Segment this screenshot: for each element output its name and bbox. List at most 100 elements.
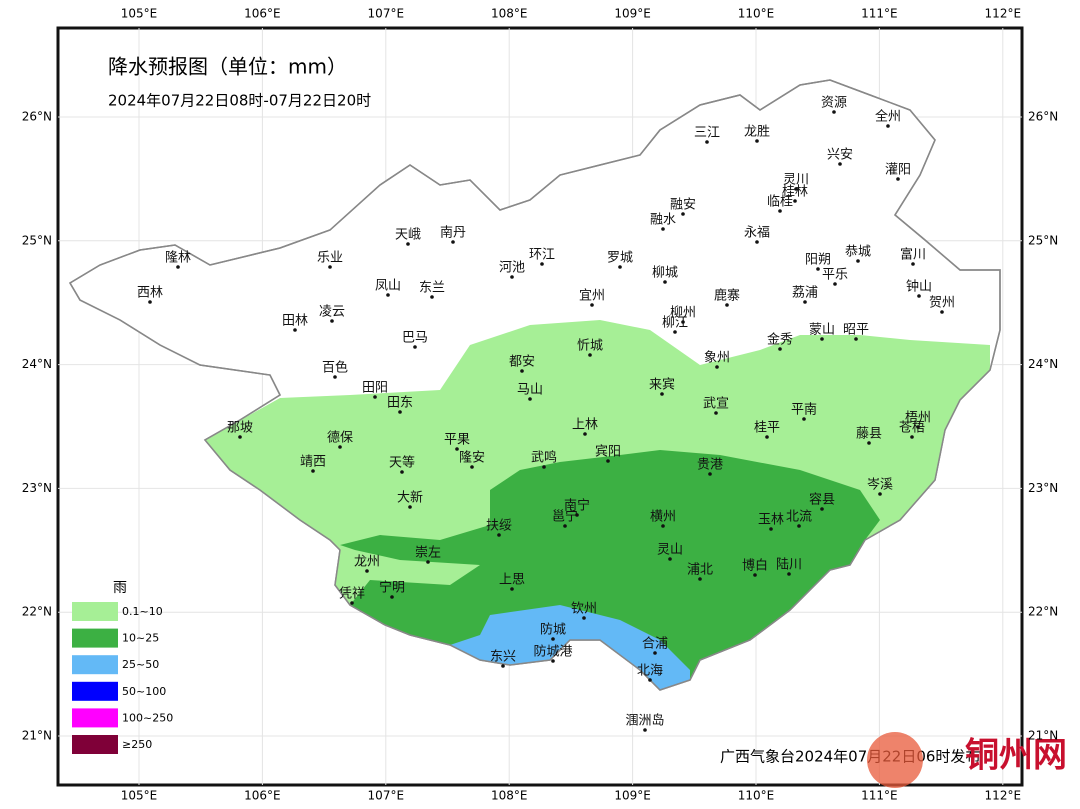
- city-dot: [755, 139, 759, 143]
- city-label: 平南: [791, 402, 817, 418]
- city-dot: [910, 435, 914, 439]
- city-dot: [338, 445, 342, 449]
- city-dot: [673, 330, 677, 334]
- city-label: 凭祥: [339, 587, 365, 602]
- city-dot: [510, 275, 514, 279]
- legend-label: 25~50: [122, 658, 159, 671]
- city-dot: [618, 265, 622, 269]
- city-dot: [916, 425, 920, 429]
- city-dot: [778, 209, 782, 213]
- city-label: 防城: [540, 622, 566, 638]
- legend-swatch: [72, 681, 118, 701]
- legend: 雨 0.1~10 10~25 25~50 50~100 100~250 ≥250: [72, 580, 173, 754]
- city-dot: [328, 265, 332, 269]
- latitude-label-left: 26°N: [22, 110, 52, 124]
- footer: 广西气象台2024年07月22日06时发布: [720, 748, 980, 766]
- city-label: 融安: [670, 198, 696, 213]
- city-label: 上思: [499, 573, 525, 588]
- city-label: 龙胜: [744, 125, 770, 140]
- city-dot: [590, 303, 594, 307]
- city-label: 柳江: [662, 316, 688, 331]
- city-dot: [708, 472, 712, 476]
- longitude-label-top: 112°E: [985, 7, 1022, 21]
- city-dot: [661, 524, 665, 528]
- city-dot: [803, 300, 807, 304]
- rain-area-heavy: [450, 605, 690, 690]
- city-dot: [797, 524, 801, 528]
- latitude-label-left: 21°N: [22, 729, 52, 743]
- city-label: 都安: [509, 355, 535, 370]
- city-label: 苍梧: [899, 421, 925, 436]
- city-dot: [528, 397, 532, 401]
- city-label: 永福: [744, 226, 770, 241]
- latitude-label-right: 25°N: [1028, 233, 1058, 247]
- legend-label: 50~100: [122, 685, 166, 698]
- city-label: 富川: [900, 247, 926, 263]
- city-dot: [643, 728, 647, 732]
- city-label: 那坡: [227, 421, 253, 436]
- city-label: 阳朔: [805, 253, 831, 268]
- city-dot: [350, 601, 354, 605]
- city-dot: [681, 320, 685, 324]
- city-dot: [497, 533, 501, 537]
- city-dot: [753, 573, 757, 577]
- city-dot: [520, 369, 524, 373]
- city-dot: [755, 240, 759, 244]
- city-label: 来宾: [649, 377, 675, 393]
- city-label: 北流: [786, 510, 812, 525]
- city-label: 忻城: [577, 339, 603, 354]
- city-dot: [917, 294, 921, 298]
- city-label: 崇左: [415, 546, 441, 561]
- city-dot: [582, 616, 586, 620]
- city-label: 钟山: [906, 279, 932, 295]
- city-label: 容县: [809, 492, 835, 508]
- latitude-label-left: 23°N: [22, 481, 52, 495]
- city-label: 靖西: [300, 455, 326, 470]
- city-dot: [311, 469, 315, 473]
- city-dot: [501, 664, 505, 668]
- city-dot: [653, 651, 657, 655]
- city-dot: [408, 505, 412, 509]
- city-label: 武鸣: [531, 450, 557, 466]
- longitude-label-bottom: 111°E: [861, 789, 898, 803]
- city-dot: [793, 199, 797, 203]
- city-label: 上林: [572, 418, 598, 433]
- city-dot: [715, 365, 719, 369]
- city-label: 恭城: [845, 245, 871, 260]
- city-label: 龙州: [354, 555, 380, 570]
- city-label: 罗城: [607, 251, 633, 266]
- city-dot: [725, 303, 729, 307]
- city-dot: [330, 319, 334, 323]
- longitude-label-bottom: 109°E: [614, 789, 651, 803]
- city-label: 德保: [327, 431, 353, 446]
- city-label: 贵港: [697, 458, 723, 473]
- city-label: 马山: [517, 383, 543, 398]
- city-dot: [542, 465, 546, 469]
- city-label: 桂林: [782, 185, 808, 200]
- city-dot: [333, 375, 337, 379]
- city-label: 梧州: [905, 411, 931, 426]
- city-label: 乐业: [317, 251, 343, 266]
- longitude-label-bottom: 105°E: [121, 789, 158, 803]
- city-dot: [406, 242, 410, 246]
- latitude-label-right: 22°N: [1028, 605, 1058, 619]
- city-dot: [455, 447, 459, 451]
- city-dot: [802, 417, 806, 421]
- city-label: 隆安: [459, 451, 485, 466]
- city-dot: [413, 345, 417, 349]
- city-dot: [176, 265, 180, 269]
- city-dot: [365, 569, 369, 573]
- city-dot: [588, 353, 592, 357]
- legend-swatch: [72, 628, 118, 648]
- city-dot: [698, 577, 702, 581]
- city-dot: [660, 392, 664, 396]
- city-dot: [833, 282, 837, 286]
- city-label: 贺州: [929, 296, 955, 311]
- city-label: 凌云: [319, 305, 345, 320]
- latitude-label-right: 21°N: [1028, 729, 1058, 743]
- city-label: 天峨: [395, 228, 421, 243]
- longitude-label-top: 106°E: [244, 7, 281, 21]
- city-dot: [470, 465, 474, 469]
- longitude-label-top: 111°E: [861, 7, 898, 21]
- city-label: 临桂: [767, 195, 793, 210]
